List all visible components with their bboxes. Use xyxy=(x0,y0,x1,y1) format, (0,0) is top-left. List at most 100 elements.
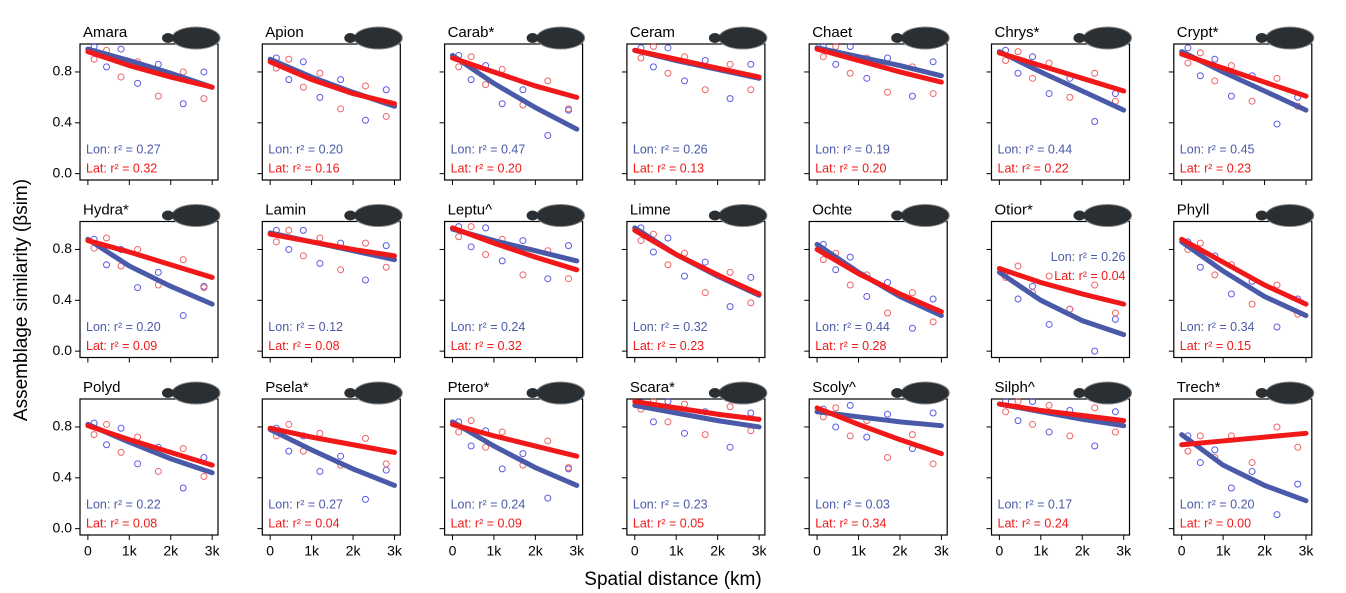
annotation: Lon: r² = 0.27 xyxy=(86,142,161,156)
plot-frame xyxy=(444,220,584,359)
point xyxy=(1211,55,1219,63)
panel: Leptu^ Lon: r² = 0.24 Lat: r² = 0.32 xyxy=(439,201,586,363)
annotation: Lon: r² = 0.32 xyxy=(633,320,708,334)
beetle-icon xyxy=(891,388,904,398)
y-tick-label: 0.0 xyxy=(53,519,73,535)
point xyxy=(544,275,552,283)
plot-frame xyxy=(261,398,401,536)
fit-line xyxy=(996,50,1127,94)
point xyxy=(1029,398,1037,406)
point xyxy=(664,418,672,426)
point xyxy=(361,495,369,503)
plot-frame xyxy=(808,220,948,359)
point xyxy=(1248,300,1256,308)
panel: Polyd 0 1k 2k 3k 0.0 0.4 0.8 Lon: r² = 0.22 Lat: … xyxy=(53,379,221,559)
fit-line xyxy=(1179,51,1309,99)
point xyxy=(908,431,916,439)
annotation: Lon: r² = 0.22 xyxy=(86,497,161,511)
panel: Silph^ 0 1k 2k 3k Lon: r² = 0.17 Lat: r² = 0.2… xyxy=(986,379,1132,559)
point xyxy=(664,234,672,242)
beetle-icon xyxy=(718,381,768,405)
point xyxy=(1273,74,1281,82)
point xyxy=(179,68,187,76)
panel-title: Otior* xyxy=(995,201,1034,218)
x-tick-label: 0 xyxy=(813,543,821,559)
point xyxy=(1111,408,1119,416)
beetle-icon xyxy=(162,210,174,221)
point xyxy=(482,224,490,232)
point xyxy=(1029,74,1037,82)
x-tick-label: 3k xyxy=(752,543,768,559)
annotation: Lat: r² = 0.05 xyxy=(633,516,704,530)
fit-line xyxy=(1179,432,1309,504)
beetle-icon xyxy=(353,26,403,50)
x-tick-label: 1k xyxy=(304,543,320,559)
point xyxy=(1045,272,1053,280)
annotation: Lon: r² = 0.24 xyxy=(451,497,526,511)
y-axis-label: Assemblage similarity (βsim) xyxy=(11,179,32,421)
point xyxy=(179,100,187,108)
point xyxy=(285,420,293,428)
point xyxy=(832,404,840,412)
x-tick-label: 0 xyxy=(449,543,457,559)
panel-title: Carab* xyxy=(448,24,495,41)
beetle-icon xyxy=(708,33,721,43)
point xyxy=(200,68,208,76)
point xyxy=(1294,480,1302,488)
panel: Ceram Lon: r² = 0.26 Lat: r² = 0.13 xyxy=(621,24,768,185)
point xyxy=(498,428,506,436)
point xyxy=(467,442,475,450)
x-tick-label: 2k xyxy=(1075,543,1091,559)
panel: Hydra* 0.0 0.4 0.8 Lon: r² = 0.20 Lat: r² = 0… xyxy=(53,201,221,363)
fit-line xyxy=(267,425,397,455)
beetle-icon xyxy=(171,26,221,50)
point xyxy=(1196,263,1204,271)
point xyxy=(179,312,187,320)
annotation: Lon: r² = 0.26 xyxy=(633,142,708,156)
point xyxy=(498,465,506,473)
point xyxy=(884,453,892,461)
point xyxy=(846,43,854,51)
annotation: Lon: r² = 0.20 xyxy=(268,142,343,156)
annotation: Lon: r² = 0.44 xyxy=(815,320,890,334)
annotation: Lon: r² = 0.20 xyxy=(1180,497,1255,511)
point xyxy=(467,76,475,84)
panel: Crypt* Lon: r² = 0.45 Lat: r² = 0.23 xyxy=(1168,24,1315,185)
x-tick-label: 2k xyxy=(710,543,726,559)
point xyxy=(544,494,552,502)
point xyxy=(846,281,854,289)
beetle-icon xyxy=(526,33,539,43)
point xyxy=(819,53,827,61)
point xyxy=(337,266,345,274)
annotation: Lat: r² = 0.34 xyxy=(815,516,886,530)
point xyxy=(361,434,369,442)
y-tick-label: 0.4 xyxy=(53,114,73,130)
x-tick-label: 2k xyxy=(528,543,544,559)
beetle-icon xyxy=(708,388,721,398)
panel-title: Phyll xyxy=(1177,201,1210,218)
point xyxy=(337,452,345,460)
x-axis-label: Spatial distance (km) xyxy=(584,569,761,590)
point xyxy=(179,445,187,453)
annotation: Lon: r² = 0.12 xyxy=(268,320,343,334)
annotation: Lon: r² = 0.45 xyxy=(1180,142,1255,156)
point xyxy=(285,447,293,455)
beetle-icon xyxy=(708,210,721,221)
point xyxy=(908,324,916,332)
fit-line xyxy=(996,266,1127,307)
point xyxy=(929,409,937,417)
plot-frame xyxy=(261,220,401,359)
annotation: Lon: r² = 0.17 xyxy=(998,497,1073,511)
point xyxy=(316,429,324,437)
point xyxy=(272,238,280,246)
annotation: Lat: r² = 0.13 xyxy=(633,161,704,175)
point xyxy=(681,429,689,437)
point xyxy=(884,88,892,96)
x-tick-label: 1k xyxy=(122,543,138,559)
annotation: Lon: r² = 0.34 xyxy=(1180,320,1255,334)
point xyxy=(361,276,369,284)
point xyxy=(316,69,324,77)
beetle-icon xyxy=(536,26,586,50)
fit-line xyxy=(814,405,944,457)
point xyxy=(1227,92,1235,100)
